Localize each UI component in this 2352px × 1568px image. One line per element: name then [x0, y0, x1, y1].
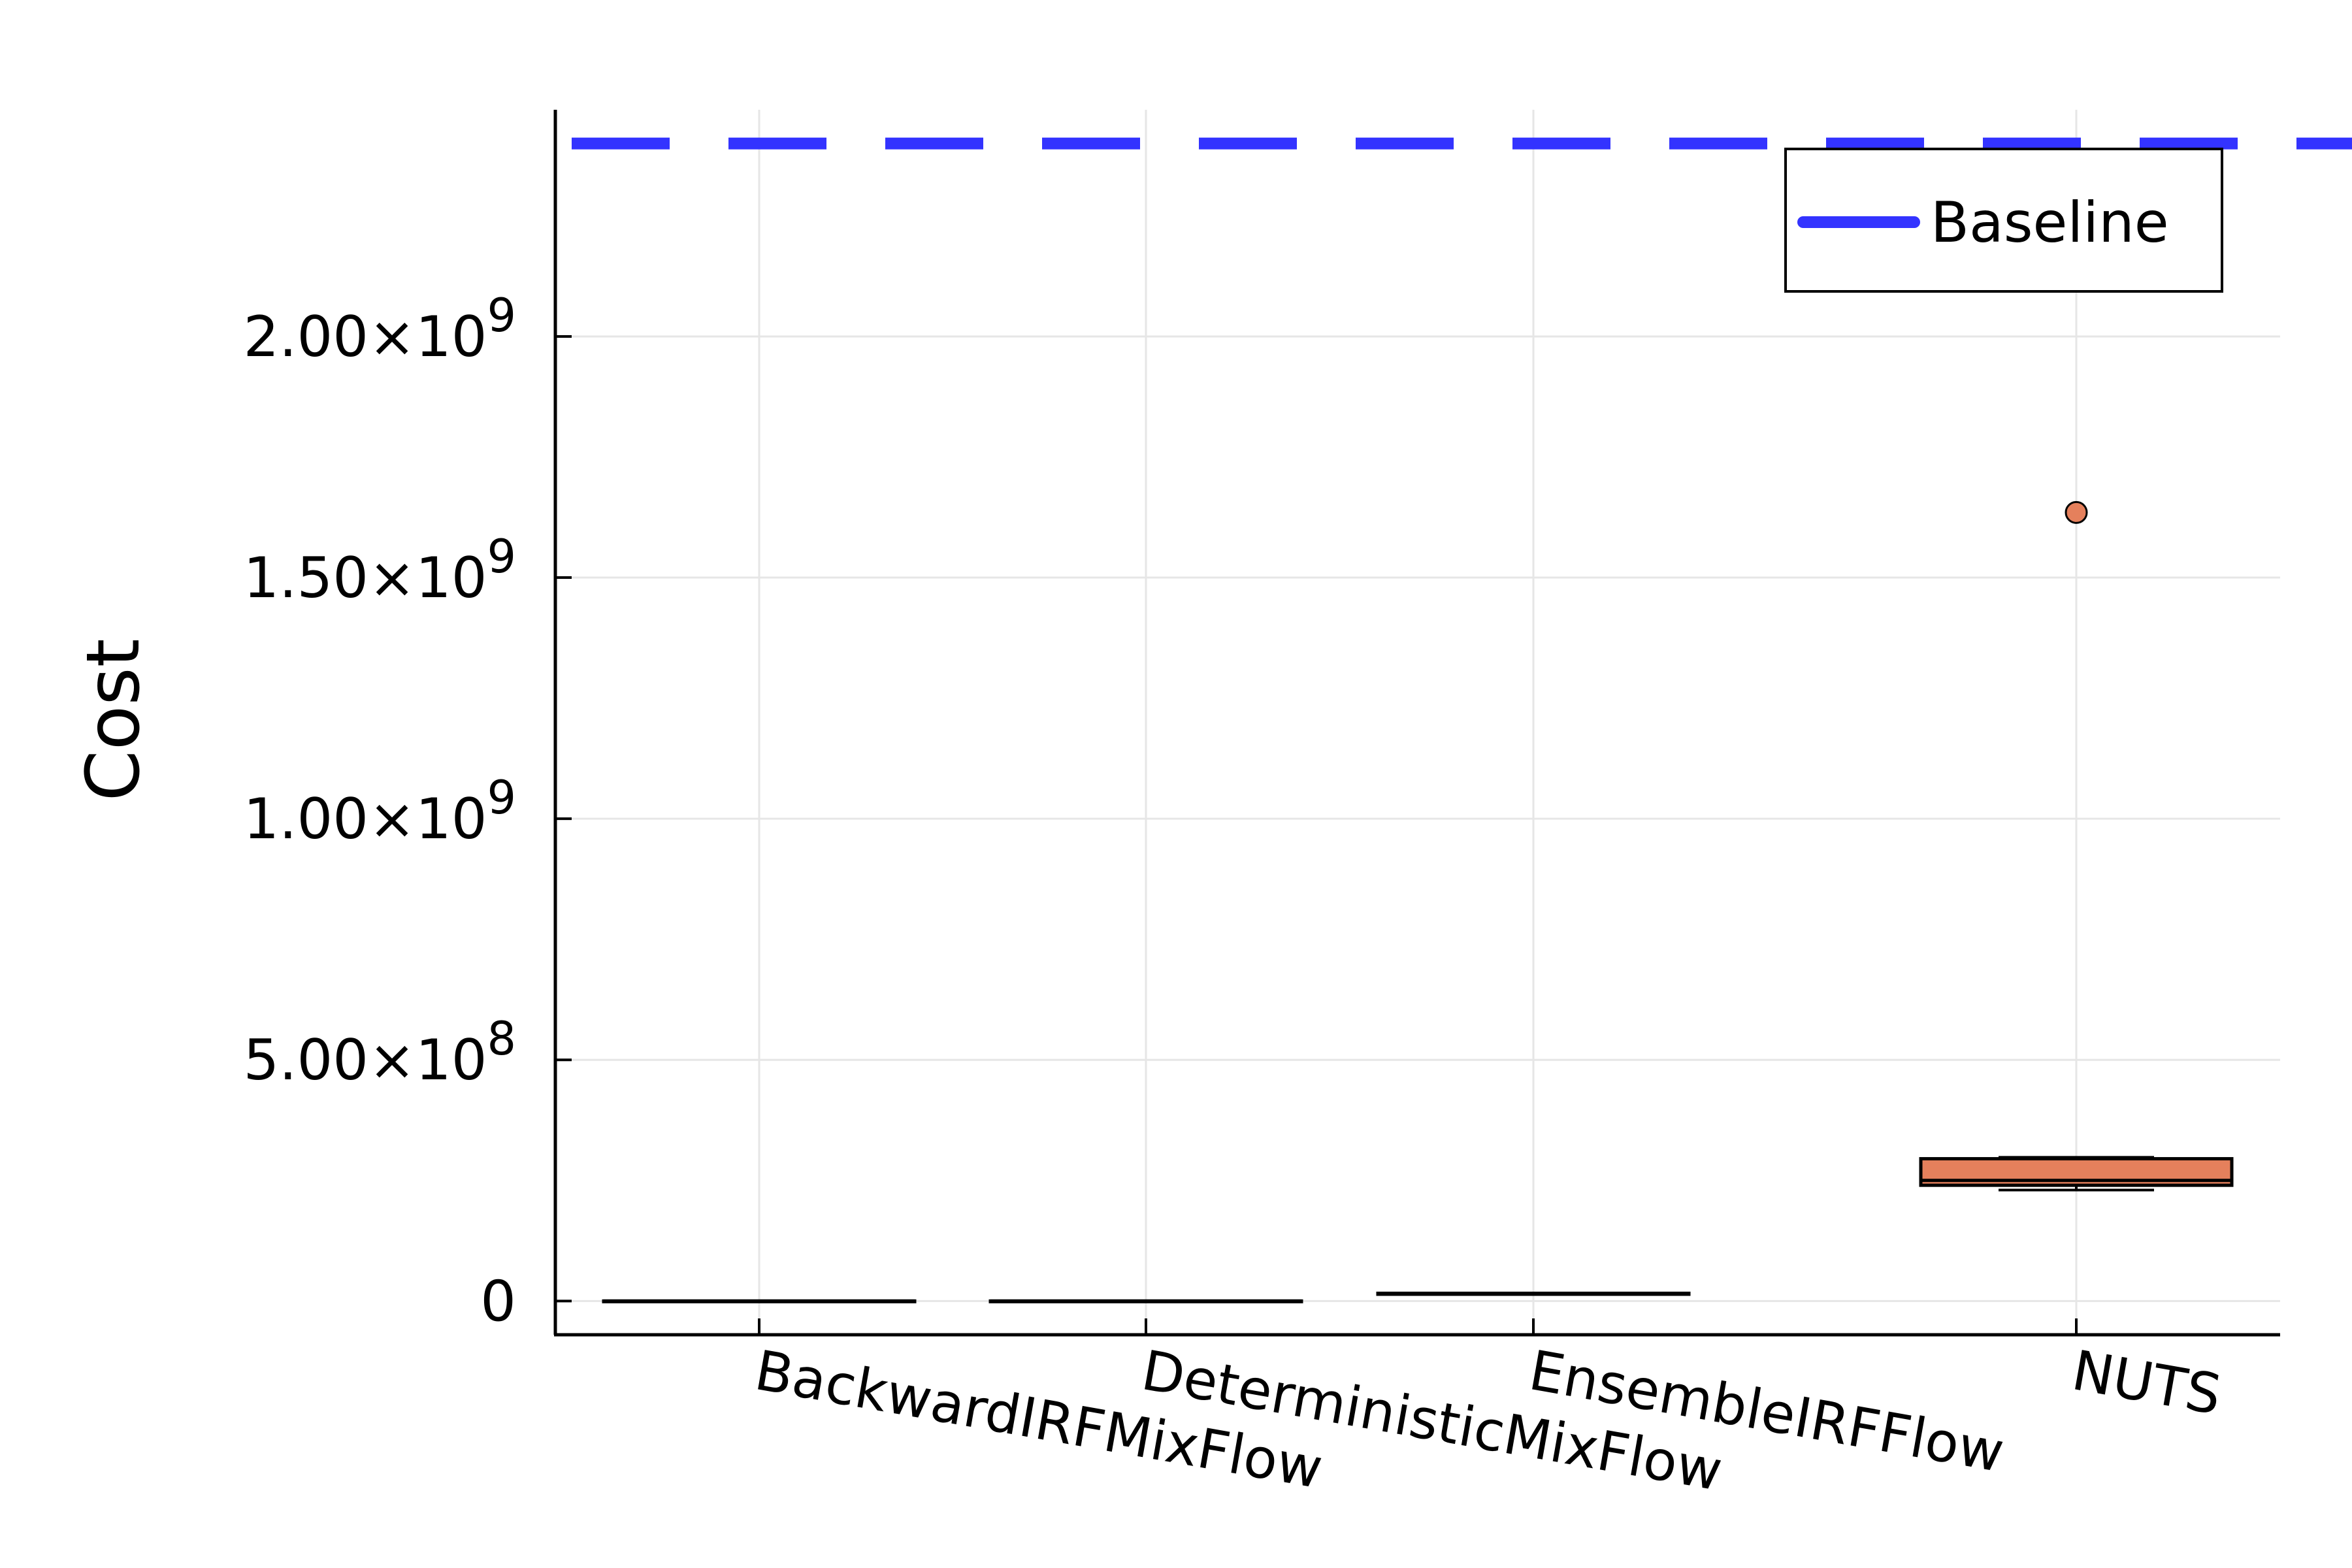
axes — [553, 110, 2280, 1337]
y-tick-mantissa: 1.50×10 — [243, 546, 487, 611]
y-tick-exponent: 9 — [487, 530, 516, 583]
x-tick-labels: BackwardIRFMixFlowDeterministicMixFlowEn… — [751, 1338, 2226, 1503]
y-tick-exponent: 9 — [487, 771, 516, 825]
y-tick-label-3: 1.50×109 — [243, 530, 516, 611]
y-axis-label: Cost — [71, 639, 156, 802]
grid-lines — [555, 110, 2280, 1335]
y-tick-label-0: 0 — [480, 1269, 516, 1334]
y-tick-exponent: 8 — [487, 1012, 516, 1066]
y-tick-exponent: 9 — [487, 289, 516, 342]
y-tick-label-4: 2.00×109 — [243, 289, 516, 370]
y-tick-mantissa: 2.00×10 — [243, 304, 487, 370]
y-tick-label-2: 1.00×109 — [243, 771, 516, 852]
outlier-point-0 — [2065, 500, 2088, 524]
y-tick-mantissa: 5.00×10 — [243, 1028, 487, 1093]
y-tick-label-1: 5.00×108 — [243, 1012, 516, 1093]
boxes — [602, 500, 2234, 1303]
x-tick-label-3: NUTS — [2068, 1338, 2226, 1427]
y-tick-mantissa: 1.00×10 — [243, 787, 487, 852]
y-tick-mantissa: 0 — [480, 1269, 516, 1334]
legend-baseline-label: Baseline — [1931, 190, 2169, 255]
legend: Baseline — [1784, 148, 2223, 293]
box-NUTS — [1919, 500, 2234, 1192]
